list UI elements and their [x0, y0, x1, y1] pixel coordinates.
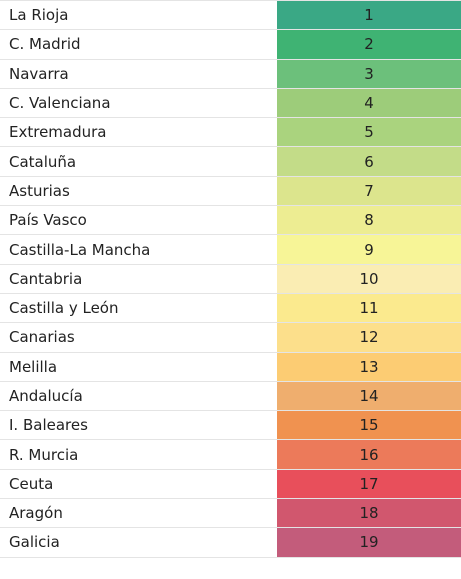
table-row: R. Murcia 16: [0, 440, 461, 470]
table-row: Canarias 12: [0, 323, 461, 353]
rank-cell: 19: [277, 528, 461, 557]
rank-cell: 2: [277, 30, 461, 59]
table-row: Castilla y León 11: [0, 293, 461, 324]
table-row: I. Baleares 15: [0, 411, 461, 441]
rank-cell: 18: [277, 499, 461, 528]
region-name-cell: Asturias: [0, 176, 277, 206]
rank-cell: 14: [277, 381, 461, 411]
rank-cell: 1: [277, 1, 461, 30]
rank-cell: 16: [277, 440, 461, 469]
region-name-cell: País Vasco: [0, 206, 277, 235]
region-name-cell: Navarra: [0, 59, 277, 88]
region-name-cell: Aragón: [0, 499, 277, 528]
region-name-cell: R. Murcia: [0, 440, 277, 469]
region-name-cell: Cataluña: [0, 147, 277, 176]
table-row: Cantabria 10: [0, 264, 461, 294]
table-row: C. Valenciana 4: [0, 88, 461, 119]
region-name-cell: C. Madrid: [0, 30, 277, 59]
table-row: Melilla 13: [0, 352, 461, 382]
rank-cell: 5: [277, 118, 461, 147]
region-name-cell: Extremadura: [0, 118, 277, 147]
region-name-cell: Castilla y León: [0, 293, 277, 323]
rank-cell: 13: [277, 352, 461, 381]
region-name-cell: C. Valenciana: [0, 88, 277, 118]
ranking-table: La Rioja 1 C. Madrid 2 Navarra 3 C. Valenciana…: [0, 0, 461, 558]
rank-cell: 11: [277, 293, 461, 323]
region-name-cell: La Rioja: [0, 1, 277, 30]
rank-cell: 8: [277, 206, 461, 235]
table-row: C. Madrid 2: [0, 30, 461, 60]
table-row: Aragón 18: [0, 499, 461, 529]
rank-cell: 10: [277, 264, 461, 293]
rank-cell: 4: [277, 88, 461, 118]
region-name-cell: Cantabria: [0, 264, 277, 293]
region-name-cell: Andalucía: [0, 381, 277, 411]
table-row: Andalucía 14: [0, 381, 461, 412]
region-name-cell: Galicia: [0, 528, 277, 557]
region-name-cell: I. Baleares: [0, 411, 277, 440]
table-row: Extremadura 5: [0, 118, 461, 148]
rank-cell: 17: [277, 469, 461, 499]
rank-cell: 15: [277, 411, 461, 440]
table-row: Castilla-La Mancha 9: [0, 235, 461, 265]
table-row: Asturias 7: [0, 176, 461, 207]
rank-cell: 3: [277, 59, 461, 88]
rank-cell: 7: [277, 176, 461, 206]
table-row: País Vasco 8: [0, 206, 461, 236]
table-row: La Rioja 1: [0, 1, 461, 31]
rank-cell: 9: [277, 235, 461, 264]
table-row: Galicia 19: [0, 528, 461, 558]
table-row: Ceuta 17: [0, 469, 461, 500]
region-name-cell: Ceuta: [0, 469, 277, 499]
region-name-cell: Canarias: [0, 323, 277, 352]
table-row: Cataluña 6: [0, 147, 461, 177]
table-row: Navarra 3: [0, 59, 461, 89]
region-name-cell: Castilla-La Mancha: [0, 235, 277, 264]
rank-cell: 6: [277, 147, 461, 176]
rank-cell: 12: [277, 323, 461, 352]
region-name-cell: Melilla: [0, 352, 277, 381]
